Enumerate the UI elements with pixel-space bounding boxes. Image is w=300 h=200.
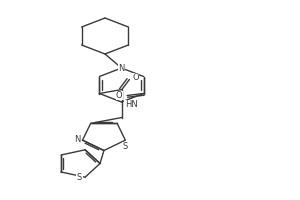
Text: O: O	[116, 91, 123, 100]
Text: N: N	[74, 135, 80, 144]
Text: N: N	[118, 64, 125, 73]
Text: O: O	[132, 73, 139, 82]
Text: S: S	[123, 142, 128, 151]
Text: HN: HN	[125, 100, 138, 109]
Text: S: S	[77, 173, 82, 182]
